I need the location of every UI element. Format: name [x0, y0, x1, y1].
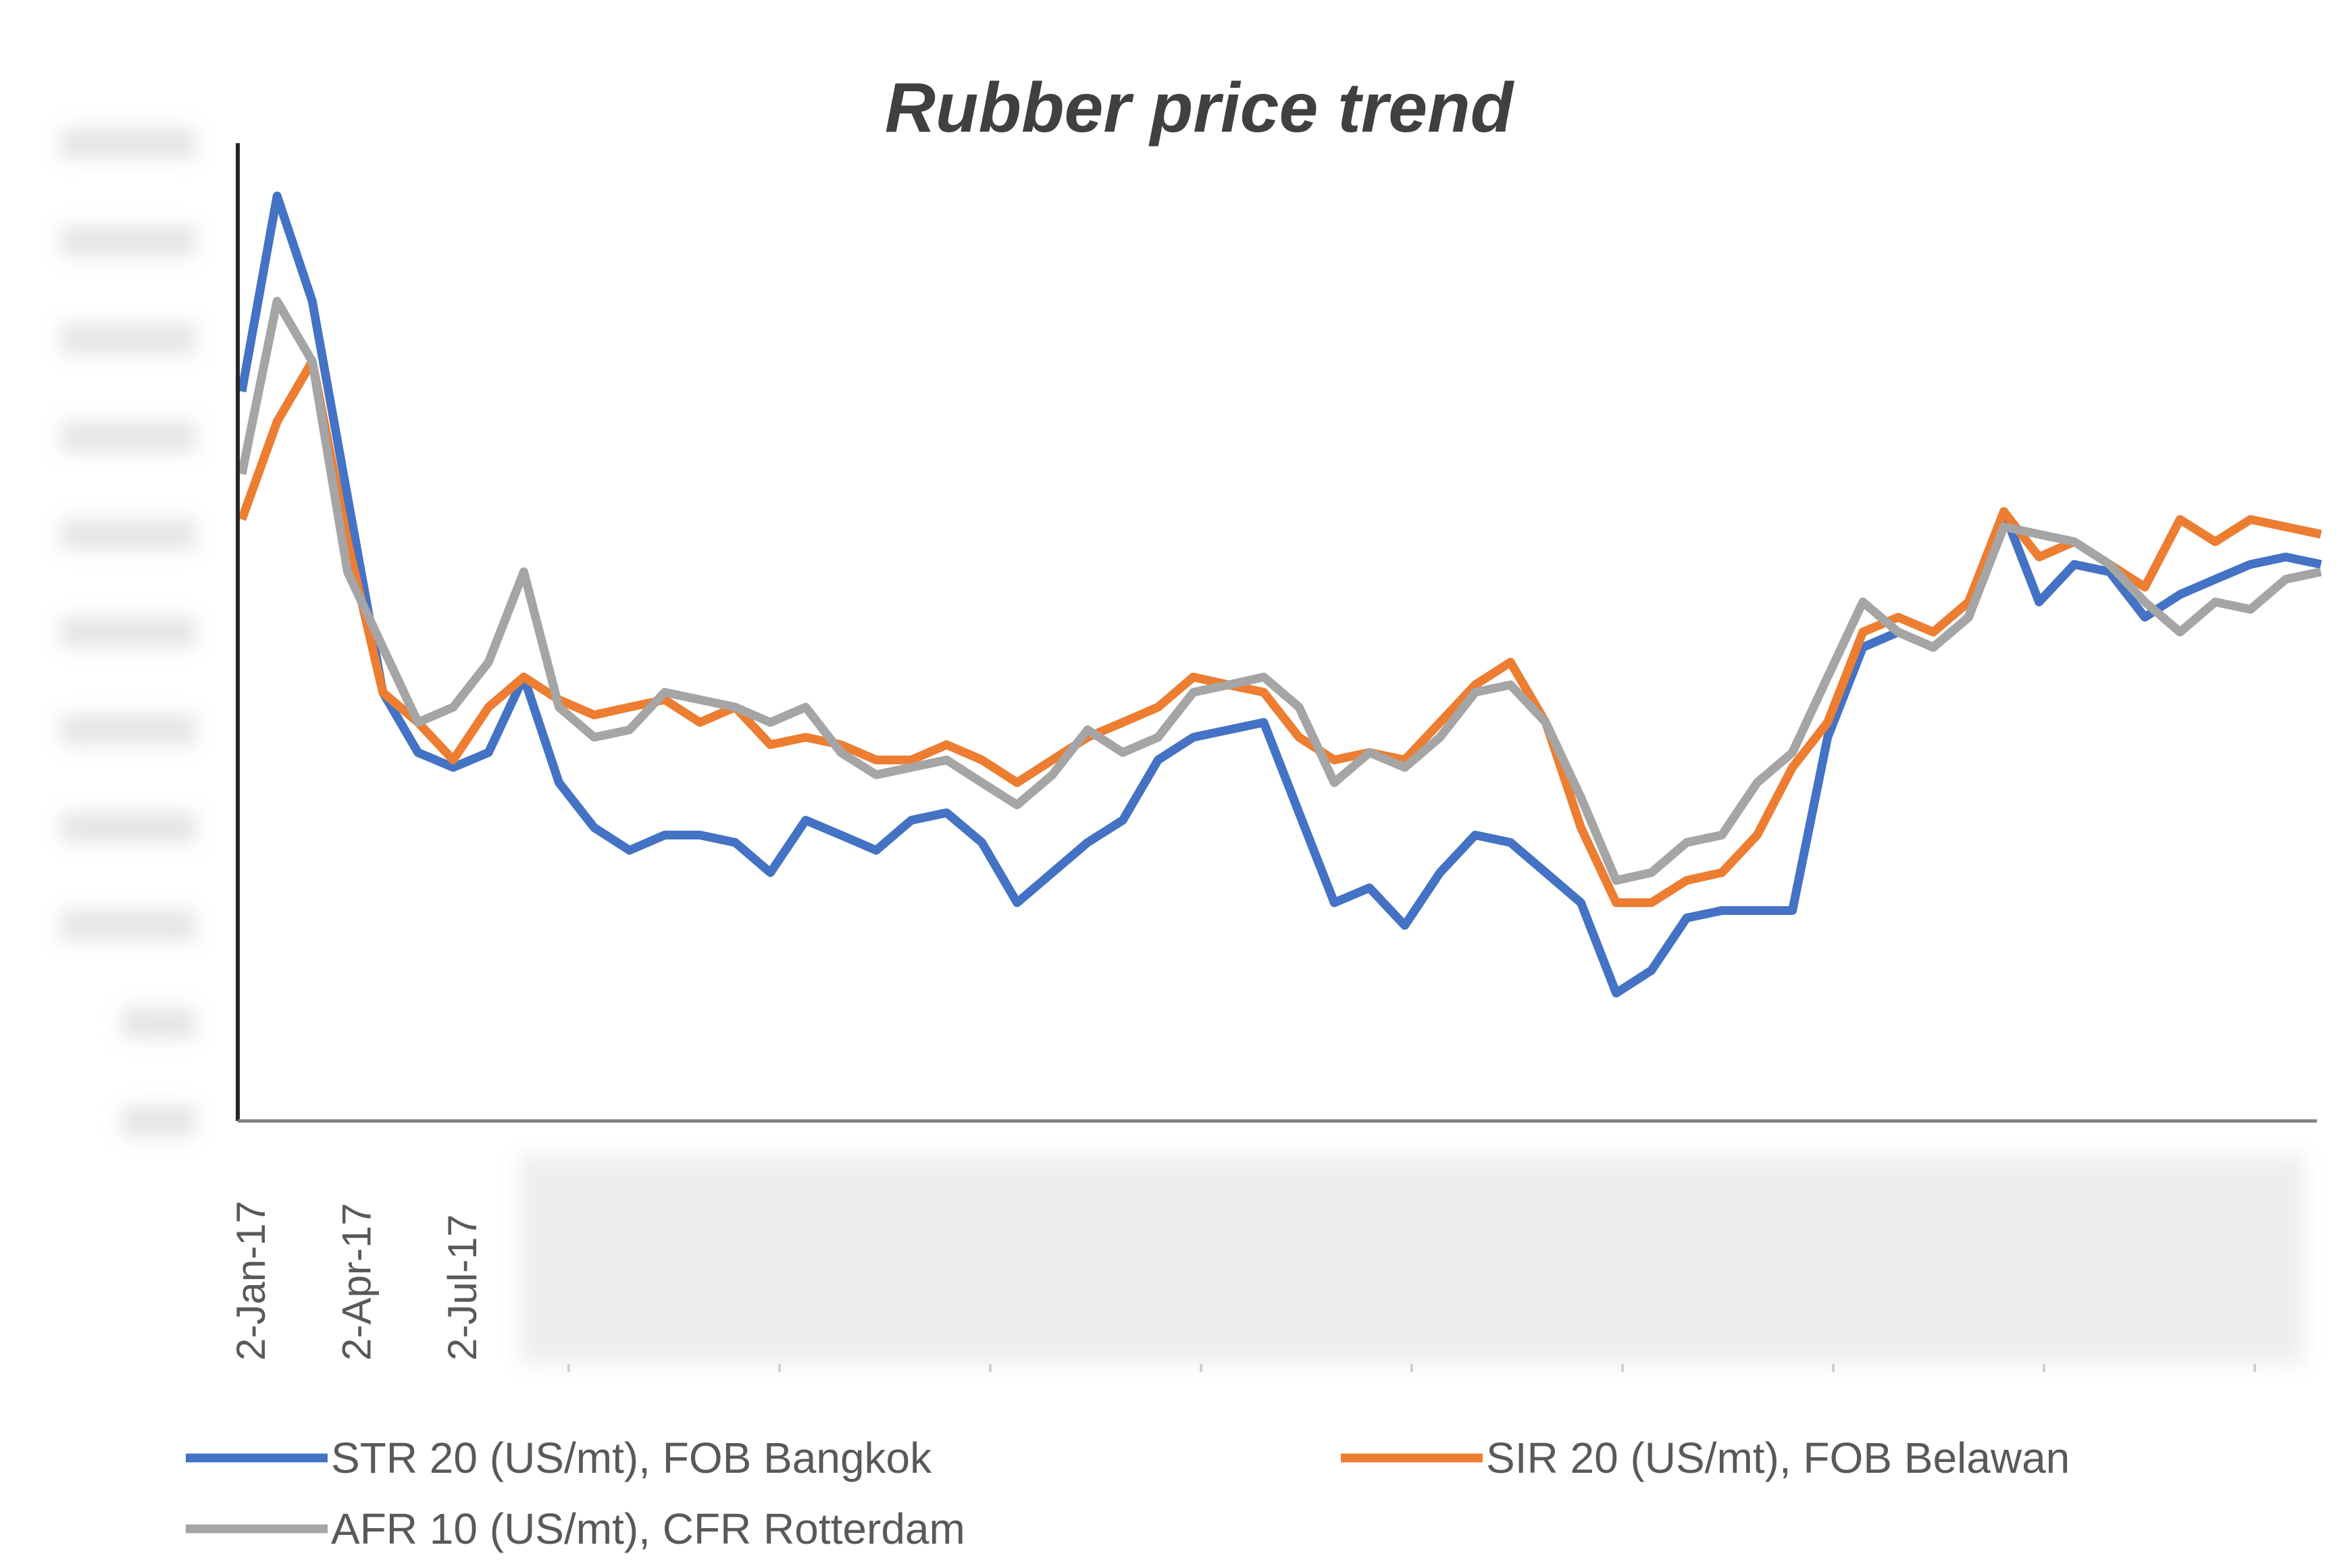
series-line-1 — [237, 357, 2322, 908]
y-tick-label-blurred — [61, 617, 196, 647]
chart-title: Rubber price trend — [885, 69, 1515, 147]
series-line-0 — [237, 191, 2322, 998]
legend-label: SIR 20 (US/mt), FOB Belawan — [1486, 1434, 2070, 1482]
y-tick-label-blurred — [61, 421, 196, 452]
y-axis-labels-blurred — [61, 128, 196, 1136]
legend-label: STR 20 (US/mt), FOB Bangkok — [331, 1434, 932, 1482]
series-line-2 — [237, 296, 2322, 885]
y-tick-label-blurred — [61, 910, 196, 941]
y-tick-label-blurred — [61, 226, 196, 256]
legend-item: AFR 10 (US/mt), CFR Rotterdam — [186, 1505, 965, 1553]
y-tick-label-blurred — [61, 714, 196, 745]
x-tick-label: 2-Jan-17 — [228, 1201, 274, 1361]
legend-item: SIR 20 (US/mt), FOB Belawan — [1341, 1434, 2070, 1482]
y-tick-label-blurred — [122, 1008, 196, 1039]
legend-item: STR 20 (US/mt), FOB Bangkok — [186, 1434, 932, 1482]
x-tick-label: 2-Jul-17 — [440, 1214, 485, 1361]
y-tick-label-blurred — [61, 519, 196, 550]
y-tick-label-blurred — [61, 323, 196, 354]
x-axis-labels-blurred — [520, 1155, 2303, 1364]
x-tick-label: 2-Apr-17 — [334, 1203, 380, 1361]
y-tick-label-blurred — [122, 1106, 196, 1136]
legend-label: AFR 10 (US/mt), CFR Rotterdam — [331, 1505, 965, 1553]
y-tick-label-blurred — [61, 128, 196, 158]
y-tick-label-blurred — [61, 812, 196, 843]
